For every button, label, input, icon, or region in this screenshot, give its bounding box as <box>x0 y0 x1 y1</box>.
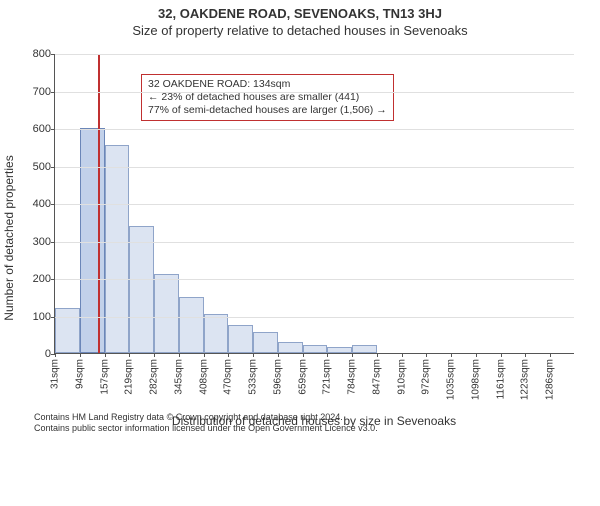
annotation-box: 32 OAKDENE ROAD: 134sqm ← 23% of detache… <box>141 74 394 121</box>
xtick-mark <box>550 353 551 357</box>
xtick-mark <box>303 353 304 357</box>
xtick-label: 533sqm <box>248 359 259 395</box>
histogram-bar <box>352 345 377 353</box>
footer-line-2: Contains public sector information licen… <box>34 423 378 434</box>
ytick-label: 800 <box>33 48 51 60</box>
footer-line-1: Contains HM Land Registry data © Crown c… <box>34 412 378 423</box>
xtick-label: 1098sqm <box>470 359 481 400</box>
xtick-mark <box>278 353 279 357</box>
histogram-bar <box>179 297 204 353</box>
xtick-label: 94sqm <box>74 359 85 389</box>
ytick-label: 200 <box>33 273 51 285</box>
footer-attribution: Contains HM Land Registry data © Crown c… <box>34 412 378 435</box>
histogram-bar <box>154 274 179 353</box>
xtick-label: 345sqm <box>173 359 184 395</box>
ytick-label: 600 <box>33 123 51 135</box>
ytick-label: 700 <box>33 86 51 98</box>
xtick-mark <box>55 353 56 357</box>
histogram-bar <box>129 226 154 354</box>
xtick-mark <box>377 353 378 357</box>
xtick-mark <box>80 353 81 357</box>
xtick-label: 847sqm <box>371 359 382 395</box>
xtick-mark <box>327 353 328 357</box>
histogram-bar <box>80 128 105 353</box>
xtick-label: 1223sqm <box>520 359 531 400</box>
histogram-bar <box>278 342 303 353</box>
xtick-mark <box>525 353 526 357</box>
xtick-label: 157sqm <box>99 359 110 395</box>
ytick-mark <box>51 92 55 93</box>
histogram-bar <box>327 347 352 353</box>
xtick-mark <box>352 353 353 357</box>
xtick-label: 1161sqm <box>495 359 506 399</box>
xtick-mark <box>154 353 155 357</box>
gridline <box>55 242 574 243</box>
ytick-label: 100 <box>33 311 51 323</box>
histogram-bar <box>303 345 328 353</box>
xtick-label: 910sqm <box>396 359 407 395</box>
xtick-label: 659sqm <box>297 359 308 395</box>
xtick-mark <box>501 353 502 357</box>
xtick-label: 31sqm <box>50 359 61 389</box>
histogram-bar <box>105 145 130 353</box>
ytick-label: 500 <box>33 161 51 173</box>
gridline <box>55 279 574 280</box>
title-main: 32, OAKDENE ROAD, SEVENOAKS, TN13 3HJ <box>0 6 600 21</box>
annotation-line-3: 77% of semi-detached houses are larger (… <box>148 104 387 117</box>
ytick-mark <box>51 279 55 280</box>
histogram-bar <box>253 332 278 353</box>
xtick-mark <box>228 353 229 357</box>
xtick-mark <box>451 353 452 357</box>
gridline <box>55 204 574 205</box>
xtick-label: 1286sqm <box>545 359 556 400</box>
ytick-mark <box>51 129 55 130</box>
chart-container: Number of detached properties 32 OAKDENE… <box>0 38 600 438</box>
ytick-label: 300 <box>33 236 51 248</box>
histogram-bar <box>228 325 253 353</box>
histogram-bar <box>204 314 229 353</box>
ytick-mark <box>51 242 55 243</box>
xtick-label: 408sqm <box>198 359 209 395</box>
xtick-label: 282sqm <box>149 359 160 395</box>
xtick-label: 596sqm <box>272 359 283 395</box>
xtick-label: 470sqm <box>223 359 234 395</box>
xtick-label: 784sqm <box>347 359 358 395</box>
gridline <box>55 167 574 168</box>
xtick-label: 972sqm <box>421 359 432 395</box>
histogram-bar <box>55 308 80 353</box>
y-axis-label: Number of detached properties <box>2 155 16 320</box>
xtick-mark <box>204 353 205 357</box>
xtick-mark <box>179 353 180 357</box>
ytick-mark <box>51 204 55 205</box>
ytick-label: 400 <box>33 198 51 210</box>
annotation-line-2: ← 23% of detached houses are smaller (44… <box>148 91 387 104</box>
gridline <box>55 317 574 318</box>
xtick-mark <box>426 353 427 357</box>
xtick-mark <box>129 353 130 357</box>
xtick-label: 721sqm <box>322 359 333 395</box>
xtick-mark <box>105 353 106 357</box>
ytick-mark <box>51 317 55 318</box>
xtick-label: 219sqm <box>124 359 135 395</box>
gridline <box>55 92 574 93</box>
gridline <box>55 129 574 130</box>
xtick-mark <box>476 353 477 357</box>
title-sub: Size of property relative to detached ho… <box>0 23 600 38</box>
ytick-mark <box>51 54 55 55</box>
xtick-mark <box>253 353 254 357</box>
xtick-label: 1035sqm <box>446 359 457 400</box>
ytick-mark <box>51 167 55 168</box>
gridline <box>55 54 574 55</box>
annotation-line-1: 32 OAKDENE ROAD: 134sqm <box>148 78 387 91</box>
xtick-mark <box>402 353 403 357</box>
plot-area: 32 OAKDENE ROAD: 134sqm ← 23% of detache… <box>54 54 574 354</box>
